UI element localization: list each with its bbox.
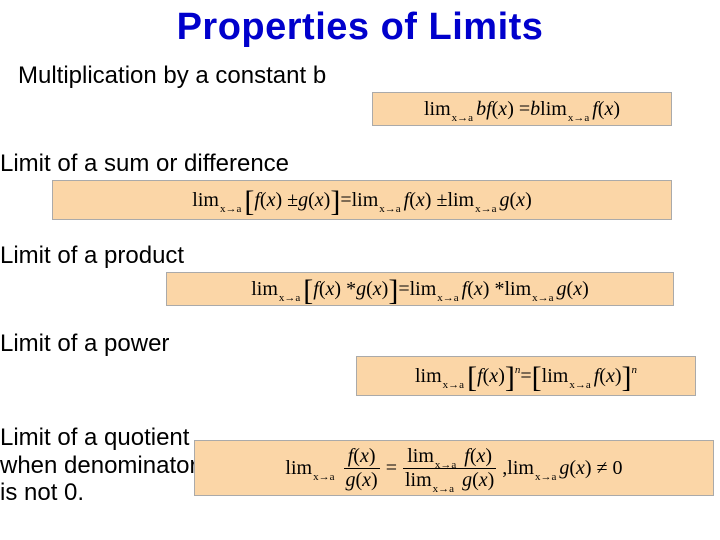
caption-power: Limit of a power [0,330,169,358]
caption-sumdiff: Limit of a sum or difference [0,150,289,178]
formula-product: limx→a[f(x) * g(x)] = limx→a f(x) * limx… [166,272,674,306]
formula-constant: limx→a bf(x) = b limx→a f(x) [372,92,672,126]
caption-quotient: Limit of a quotientwhen denominatoris no… [0,424,197,507]
caption-constant: Multiplication by a constant b [18,62,326,90]
slide-title: Properties of Limits [0,6,720,49]
formula-quotient: limx→af(x)g(x) = limx→a f(x)limx→a g(x),… [194,440,714,496]
formula-sumdiff: limx→a[f(x) ± g(x)] = limx→a f(x) ± limx… [52,180,672,220]
formula-power: limx→a[f(x)]n = [limx→a f(x)]n [356,356,696,396]
caption-product: Limit of a product [0,242,184,270]
slide: Properties of Limits Multiplication by a… [0,0,720,540]
